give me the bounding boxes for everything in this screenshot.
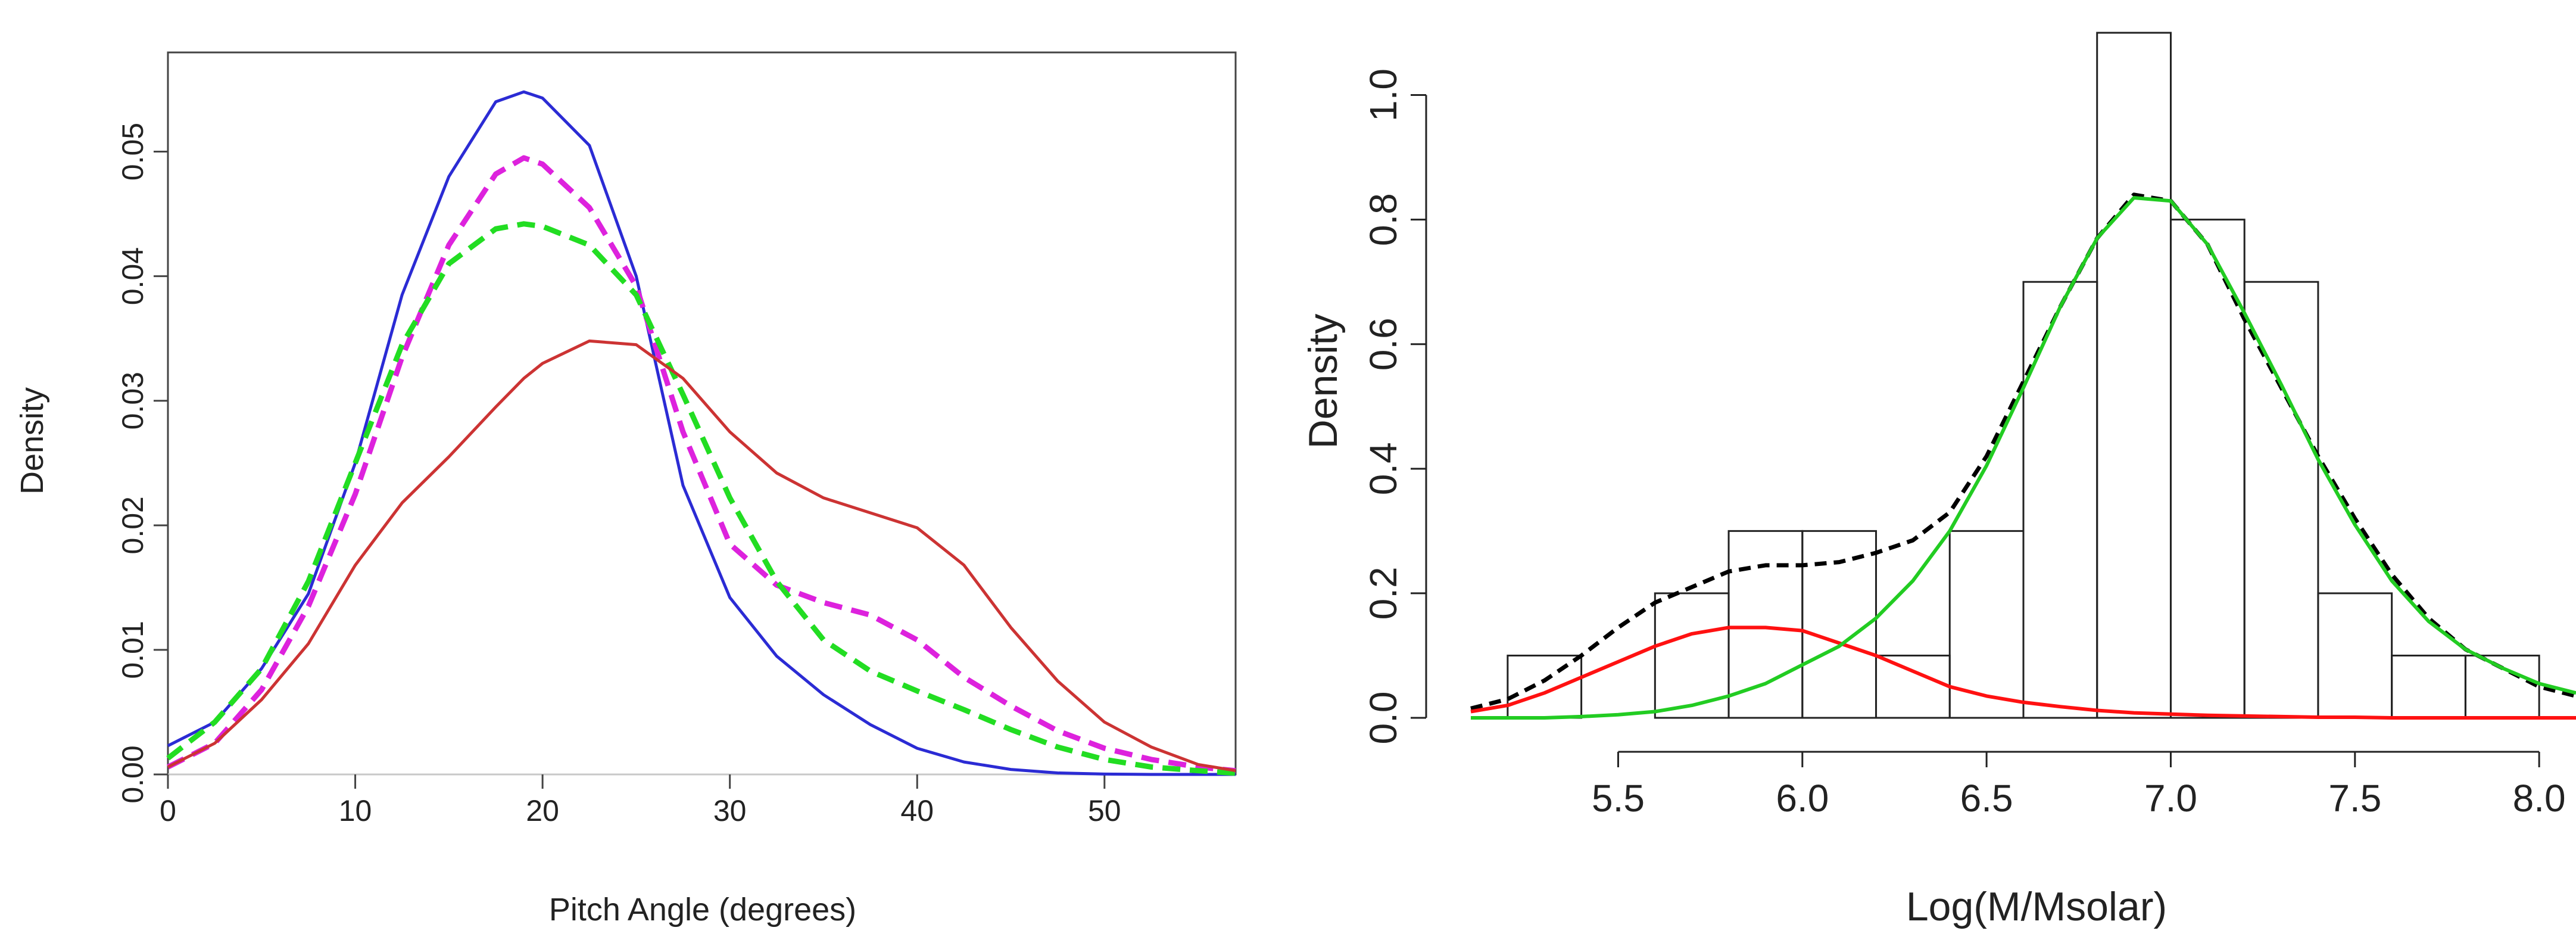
- right-y-tick-label: 0.0: [1362, 692, 1405, 745]
- right-curve-mixture: [1470, 192, 2576, 711]
- left-series-magenta: [166, 155, 1236, 774]
- right-x-tick-label: 7.0: [2144, 777, 2197, 820]
- left-x-tick-label: 30: [713, 794, 747, 827]
- right-x-axis-label: Log(M/Msolar): [1906, 884, 2167, 929]
- right-curve-component-high: [1471, 196, 2576, 720]
- right-y-tick-label: 0.4: [1362, 442, 1405, 495]
- right-curve-component-low: [1470, 626, 2576, 720]
- left-y-axis-label: Density: [14, 387, 50, 494]
- right-y-tick-label: 1.0: [1362, 69, 1405, 122]
- histogram-bar: [2317, 592, 2393, 719]
- left-series-red: [167, 339, 1236, 773]
- right-x-tick-label: 8.0: [2513, 777, 2566, 820]
- histogram-bar: [1801, 530, 1878, 719]
- histogram-bar: [2022, 281, 2098, 719]
- histogram-bar: [2464, 654, 2540, 719]
- right-x-tick-label: 7.5: [2328, 777, 2381, 820]
- histogram-bar: [2243, 281, 2319, 719]
- left-x-tick-label: 40: [900, 794, 934, 827]
- right-x-tick-label: 6.5: [1960, 777, 2013, 820]
- histogram-bar: [1875, 654, 1951, 719]
- histogram-bar: [1507, 654, 1583, 719]
- left-x-tick-label: 50: [1088, 794, 1121, 827]
- histogram-bar: [2096, 32, 2172, 719]
- left-y-tick-label: 0.05: [116, 123, 149, 181]
- left-x-tick-label: 0: [160, 794, 176, 827]
- left-y-tick-label: 0.04: [116, 247, 149, 305]
- histogram-bar: [1727, 530, 1804, 719]
- left-y-tick-label: 0.02: [116, 496, 149, 554]
- left-y-tick-label: 0.00: [116, 745, 149, 803]
- left-y-tick-label: 0.01: [116, 621, 149, 679]
- right-y-axis-label: Density: [1301, 314, 1346, 449]
- pitch-angle-density-chart: 0 10 20 30 40 50 0.00 0.01 0.02 0.03 0.04 0.05: [116, 51, 1237, 827]
- left-x-tick-label: 10: [339, 794, 372, 827]
- right-y-tick-label: 0.8: [1362, 193, 1405, 246]
- right-y-tick-label: 0.2: [1362, 567, 1405, 620]
- left-plot-frame: [167, 51, 1237, 776]
- left-series-green: [166, 221, 1236, 776]
- right-x-tick-label: 5.5: [1592, 777, 1645, 820]
- left-series-blue: [167, 90, 1236, 776]
- mass-histogram-chart: 0.0 0.2 0.4 0.6 0.8 1.0 5.5 6.0 6.5 7.0 7.5 8.0: [1362, 32, 2576, 820]
- histogram-bar: [2391, 654, 2466, 719]
- left-x-axis-label: Pitch Angle (degrees): [549, 892, 856, 928]
- left-x-tick-label: 20: [526, 794, 559, 827]
- right-y-tick-label: 0.6: [1362, 318, 1405, 371]
- right-x-tick-label: 6.0: [1776, 777, 1829, 820]
- left-y-tick-label: 0.03: [116, 372, 149, 430]
